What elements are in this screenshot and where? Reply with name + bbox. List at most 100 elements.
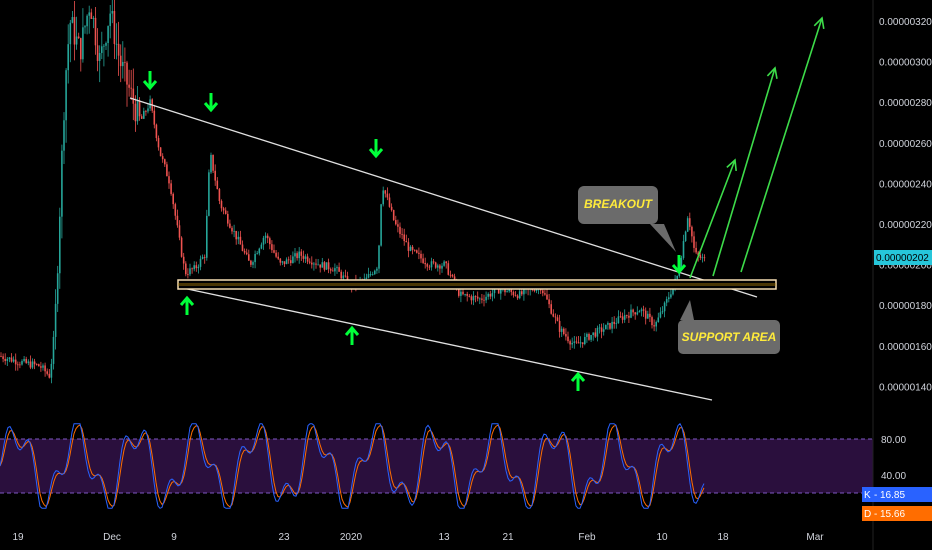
candle-body — [476, 296, 479, 299]
candle-body — [266, 235, 269, 239]
candle-body — [653, 325, 655, 327]
candle-body — [651, 317, 653, 326]
candle-body — [703, 257, 706, 259]
candle-body — [560, 328, 563, 332]
candle-body — [4, 358, 6, 361]
candle-body — [174, 204, 177, 216]
price-tick-label: 0.00000320 — [879, 17, 932, 28]
candle-body — [546, 294, 548, 300]
candle-body — [384, 190, 387, 194]
stoch-k-key: K — [864, 490, 871, 501]
candle-body — [462, 291, 464, 295]
candle-body — [31, 361, 34, 368]
arrow-head — [142, 80, 158, 91]
candle-body — [166, 164, 168, 177]
stoch-k-value: 16.85 — [880, 490, 905, 501]
candle-body — [61, 150, 63, 217]
candle-body — [693, 236, 695, 248]
candle-body — [602, 329, 605, 332]
arrow-head — [368, 148, 384, 159]
candle-body — [323, 262, 326, 270]
candle-body — [130, 87, 132, 89]
candle-body — [638, 311, 641, 313]
candle-body — [161, 156, 164, 160]
candle-body — [588, 333, 590, 340]
candle-body — [470, 296, 473, 301]
candle-body — [630, 309, 632, 318]
candle-body — [594, 332, 597, 337]
candle-body — [619, 316, 622, 318]
candle-body — [245, 252, 248, 255]
arrow-head — [203, 102, 219, 113]
candle-body — [25, 358, 27, 363]
candle-body — [695, 247, 697, 253]
descending-resistance-line — [129, 97, 758, 298]
candle-body — [382, 190, 384, 205]
time-tick-label: Mar — [806, 532, 824, 543]
arrow-head — [570, 371, 586, 382]
candle-body — [552, 313, 555, 317]
support-area-label: SUPPORT AREA — [682, 330, 777, 344]
svg-text:-: - — [874, 509, 877, 520]
candle-body — [17, 364, 19, 366]
candle-body — [395, 220, 397, 225]
candle-body — [428, 266, 431, 268]
candle-body — [474, 296, 477, 297]
candle-body — [332, 270, 334, 272]
candle-body — [38, 364, 40, 367]
horizontal-support-zone — [177, 279, 777, 290]
candle-body — [52, 336, 55, 364]
candle-body — [199, 258, 202, 267]
candle-body — [613, 321, 615, 324]
candle-body — [2, 356, 4, 359]
candle-body — [233, 230, 235, 232]
candle-body — [136, 100, 139, 122]
price-tick-label: 0.00000280 — [879, 98, 932, 109]
time-tick-label: 23 — [278, 532, 290, 543]
candle-body — [575, 341, 578, 343]
candle-body — [655, 322, 657, 327]
time-tick-label: 19 — [12, 532, 24, 543]
candle-body — [107, 26, 109, 44]
candle-body — [542, 290, 544, 294]
down-arrow — [142, 71, 158, 91]
candle-body — [466, 294, 468, 296]
candle-body — [691, 226, 693, 237]
candle-body — [84, 26, 86, 28]
candle-body — [285, 259, 288, 265]
current-price-label: 0.00000202 — [874, 250, 932, 265]
candle-body — [623, 315, 626, 320]
time-tick-label: 18 — [717, 532, 729, 543]
breakout-callout: BREAKOUT — [578, 186, 658, 224]
candle-body — [644, 310, 647, 319]
candle-body — [23, 358, 25, 362]
candle-body — [103, 45, 105, 47]
candle-body — [260, 244, 263, 249]
up-arrow — [179, 295, 195, 315]
candle-body — [75, 36, 78, 45]
arrow-head — [179, 295, 195, 306]
candle-body — [378, 245, 380, 269]
candle-body — [14, 359, 17, 365]
time-axis: 19 Dec 9 23 2020 13 21 Feb 10 18 Mar — [12, 532, 824, 543]
price-tick-label: 0.00000260 — [879, 139, 932, 150]
candle-body — [252, 262, 254, 265]
candle-body — [458, 286, 460, 296]
candle-body — [493, 288, 496, 294]
candle-body — [119, 55, 122, 67]
candle-body — [122, 61, 124, 67]
price-tick-label: 0.00000300 — [879, 58, 932, 69]
candle-body — [504, 287, 506, 293]
time-tick-label: Dec — [103, 532, 121, 543]
price-tick-label: 0.00000240 — [879, 179, 932, 190]
candle-body — [581, 342, 584, 345]
candle-body — [21, 361, 23, 365]
candle-body — [554, 316, 557, 318]
candle-body — [94, 17, 97, 46]
time-tick-label: 10 — [656, 532, 668, 543]
candle-body — [35, 364, 38, 365]
candle-body — [262, 237, 265, 245]
candle-body — [441, 265, 443, 269]
candle-body — [172, 193, 174, 205]
